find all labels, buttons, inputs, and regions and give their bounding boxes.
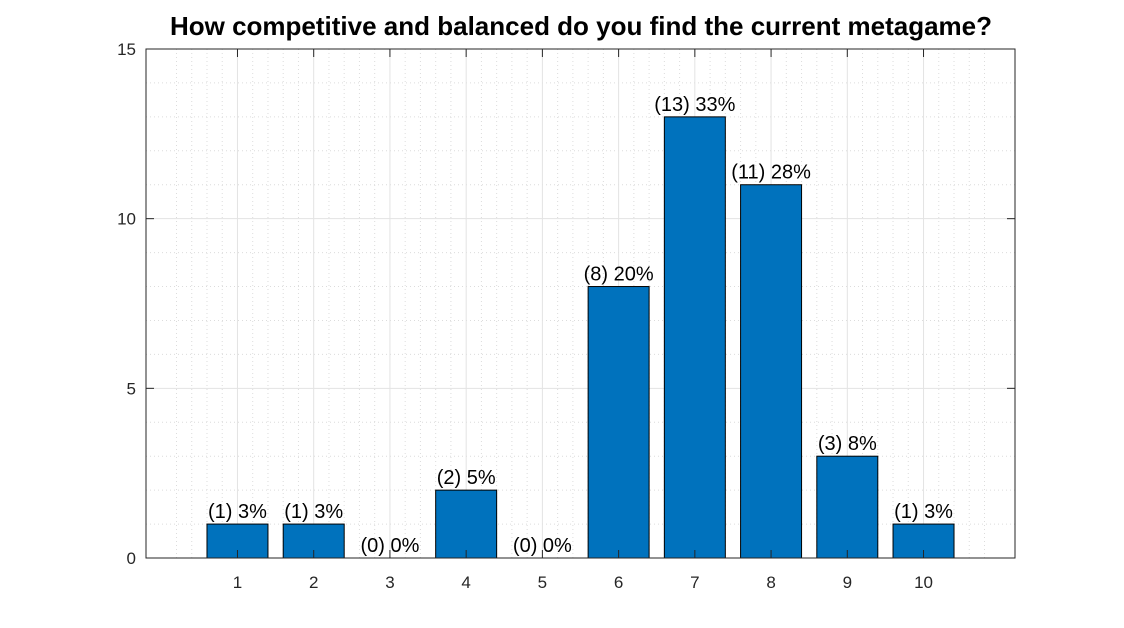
- x-tick-labels: 1 2 3 4 5 6 7 8 9 10: [233, 573, 933, 592]
- minor-grid: [145, 49, 1016, 558]
- x-tick-label: 5: [538, 573, 547, 592]
- x-tick-label: 4: [461, 573, 470, 592]
- x-tick-label: 7: [690, 573, 699, 592]
- x-tick-label: 2: [309, 573, 318, 592]
- data-label: (8) 20%: [584, 264, 654, 286]
- data-label: (11) 28%: [731, 162, 811, 184]
- x-tick-label: 1: [233, 573, 242, 592]
- data-label: (0) 0%: [513, 535, 572, 557]
- bar-7: [663, 116, 726, 559]
- axis-ticks: [146, 48, 1015, 559]
- y-tick-label: 10: [117, 210, 136, 229]
- bars-group: [206, 116, 955, 559]
- chart-title: How competitive and balanced do you find…: [170, 11, 992, 41]
- plot-area-frame: [145, 48, 1016, 559]
- x-tick-label: 3: [385, 573, 394, 592]
- data-label: (13) 33%: [654, 94, 735, 116]
- data-label: (1) 3%: [284, 501, 343, 523]
- bar-9: [816, 455, 879, 559]
- data-label: (0) 0%: [360, 535, 419, 557]
- x-tick-label: 8: [766, 573, 775, 592]
- bar-6: [587, 286, 650, 559]
- data-labels: (1) 3% (1) 3% (0) 0% (2) 5% (0) 0% (8) 20% (13…: [208, 94, 953, 557]
- data-label: (3) 8%: [818, 433, 877, 455]
- data-label: (1) 3%: [894, 501, 953, 523]
- bar-4: [435, 489, 498, 559]
- major-grid: [146, 48, 1015, 559]
- x-tick-label: 10: [914, 573, 933, 592]
- x-tick-label: 9: [843, 573, 852, 592]
- y-tick-label: 0: [127, 549, 136, 568]
- y-tick-labels: 0 5 10 15: [117, 40, 136, 568]
- y-tick-label: 5: [127, 379, 136, 398]
- y-tick-label: 15: [117, 40, 136, 59]
- bar-8: [740, 184, 803, 559]
- x-tick-label: 6: [614, 573, 623, 592]
- data-label: (1) 3%: [208, 501, 267, 523]
- data-label: (2) 5%: [437, 467, 496, 489]
